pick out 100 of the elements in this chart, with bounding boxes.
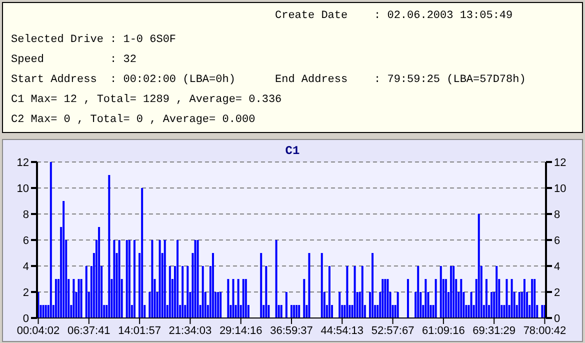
bar [194, 240, 196, 318]
bar [164, 240, 166, 318]
y-tick-label: 8 [22, 208, 29, 221]
bar [54, 279, 57, 318]
bar [202, 266, 204, 318]
chart-title: C1 [284, 144, 301, 158]
x-tick-label: 61:09:16 [422, 324, 465, 337]
bar [108, 175, 110, 318]
text: Selected Drive : 1-0 6S0F [11, 34, 176, 46]
bar [460, 279, 462, 318]
bar [113, 240, 116, 318]
bar [452, 266, 455, 318]
bar [296, 305, 298, 318]
bar [217, 292, 220, 318]
bar [141, 188, 144, 318]
bar [523, 279, 526, 318]
bar [541, 305, 544, 318]
bar [128, 240, 130, 318]
text: Create Date : 02.06.2003 13:05:49 [275, 10, 513, 22]
x-tick-label: 69:31:29 [472, 324, 516, 337]
bar [168, 266, 171, 318]
bar [450, 266, 452, 318]
bar [196, 240, 199, 318]
bar [176, 240, 179, 318]
bar [85, 266, 88, 318]
bar [98, 227, 100, 318]
x-tick-label: 52:57:67 [371, 324, 414, 337]
bar [440, 266, 442, 318]
y-tick-label: 2 [22, 286, 29, 299]
bar [434, 279, 437, 318]
bar [151, 240, 154, 318]
bar [320, 253, 323, 318]
x-tick-label: 44:54:13 [320, 324, 364, 337]
bar [293, 305, 296, 318]
bar [133, 240, 136, 318]
bar [244, 279, 247, 318]
bar [285, 292, 288, 318]
bar [280, 305, 282, 318]
bar [72, 279, 75, 318]
bar [44, 305, 47, 318]
bar [260, 253, 262, 318]
bar [372, 253, 374, 318]
y2-tick-label: 8 [554, 208, 560, 221]
bar [354, 266, 356, 318]
bar [518, 292, 520, 318]
bar [470, 292, 472, 318]
bar [265, 266, 268, 318]
bar [444, 279, 447, 318]
bar [78, 279, 80, 318]
bar [346, 266, 348, 318]
bar [62, 201, 65, 318]
bar [303, 279, 306, 318]
bar [232, 279, 234, 318]
y-tick-label: 10 [16, 182, 29, 195]
x-tick-label: 29:14:16 [219, 324, 262, 337]
bar [534, 279, 536, 318]
y-tick-label: 0 [22, 312, 29, 325]
bar [275, 240, 278, 318]
y-tick-label: 12 [16, 156, 29, 169]
x-tick-label: 00:04:02 [16, 324, 60, 337]
text: C1 Max= 12 , Total= 1289 , Average= 0.336 [11, 94, 282, 106]
bar [227, 279, 230, 318]
y-tick-label: 4 [22, 260, 29, 273]
x-tick-label: 21:34:03 [168, 324, 212, 337]
bar [496, 266, 498, 318]
bar [386, 279, 389, 318]
bar [531, 279, 534, 318]
text: Speed : 32 [11, 54, 136, 66]
y2-tick-label: 2 [554, 286, 560, 299]
y2-tick-label: 4 [554, 260, 560, 273]
bar [506, 279, 508, 318]
bar [361, 266, 364, 318]
bar [424, 279, 427, 318]
bar [220, 292, 222, 318]
bar [50, 162, 52, 318]
bar [308, 253, 310, 318]
y2-tick-label: 6 [554, 234, 560, 247]
bar [396, 292, 399, 318]
y2-tick-label: 0 [554, 312, 560, 325]
y2-tick-label: 10 [554, 182, 566, 195]
bar [80, 279, 82, 318]
bar [406, 279, 409, 318]
bar [182, 266, 184, 318]
y2-tick-label: 12 [554, 156, 566, 169]
bar [328, 266, 330, 318]
text: End Address : 79:59:25 (LBA=57D78h) [275, 74, 526, 86]
bar [485, 279, 488, 318]
bar [417, 266, 420, 318]
bar [478, 214, 480, 318]
bar [118, 240, 120, 318]
bar [384, 279, 386, 318]
x-tick-label: 06:37:41 [68, 324, 110, 337]
bar [382, 279, 384, 318]
text: Start Address : 00:02:00 (LBA=0h) [11, 74, 236, 86]
y-tick-label: 6 [22, 234, 29, 247]
bar [158, 240, 161, 318]
bar [290, 305, 292, 318]
bar [298, 305, 300, 318]
x-tick-label: 14:01:57 [118, 324, 161, 337]
bar [212, 253, 214, 318]
